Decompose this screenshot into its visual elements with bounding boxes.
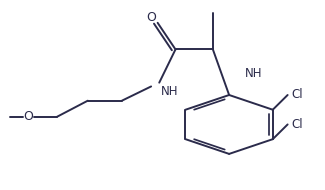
Text: Cl: Cl [291, 118, 303, 131]
Text: NH: NH [161, 85, 178, 97]
Text: NH: NH [245, 67, 263, 80]
Text: Cl: Cl [291, 89, 303, 101]
Text: O: O [24, 110, 33, 123]
Text: O: O [146, 11, 156, 24]
